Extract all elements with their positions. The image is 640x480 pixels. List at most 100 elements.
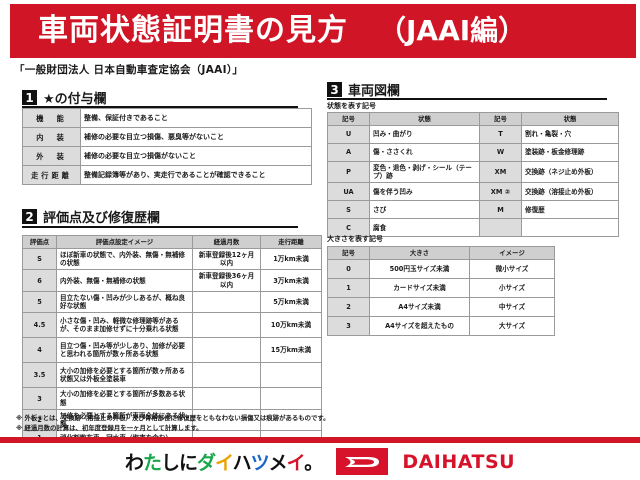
table-row: C 腐食: [327, 218, 619, 238]
state-cell: 交換跡（ネジ止め外板）: [521, 160, 619, 184]
tagline-char-6: ハ: [232, 452, 252, 474]
footnotes: ※ 外板②とは、交換跡（溶接止め外板）及び骨格部位に修復歴をともなわない損傷又は…: [16, 414, 330, 434]
column-header: 評価点設定イメージ: [56, 235, 193, 249]
table-row: 3 A4サイズを超えたもの 大サイズ: [327, 316, 555, 336]
distance-cell: [260, 408, 322, 432]
page-title: 車両状態証明書の見方: [38, 13, 348, 48]
state-cell: さび: [369, 200, 480, 220]
symbol-cell: XM: [479, 160, 522, 184]
column-header: 走行距離: [260, 235, 322, 249]
score-cell: 6: [22, 269, 57, 292]
distance-cell: [260, 387, 322, 410]
distance-cell: 3万km未満: [260, 269, 322, 292]
size-image-cell: 中サイズ: [469, 297, 555, 317]
table-row: 4.5 小さな傷・凹み、軽微な修理跡等があるが、そのまま加修せずに十分乗れる状態 1…: [22, 312, 322, 339]
criteria-key: 機 能: [22, 108, 81, 128]
section-2-title: 評価点及び修復歴欄: [43, 211, 161, 226]
size-image-cell: 微小サイズ: [469, 259, 555, 279]
table-row: 機 能整備、保証付きであること: [22, 108, 312, 128]
state-symbol-table: 記号 状態 記号 状態 U 凹み・曲がり T 割れ・亀裂・穴 A 傷・ささくれ W 塗装跡・板金修理…: [327, 112, 619, 238]
distance-cell: 5万km未満: [260, 290, 322, 314]
table-row: 外 装補修の必要な目立つ損傷がないこと: [22, 146, 312, 166]
score-description-cell: 内外装、無傷・無補修の状態: [56, 269, 193, 292]
score-description-cell: ほぼ新車の状態で、内外装、無傷・無補修の状態: [56, 247, 193, 271]
criteria-value: 補修の必要な目立つ損傷がないこと: [80, 146, 312, 166]
table-row: 2 加修を必要とする箇所が車両全体にある状態: [22, 408, 322, 432]
score-description-cell: 目立つ傷・凹み等が少しあり、加修が必要と思われる箇所が数ヶ所ある状態: [56, 337, 193, 364]
daihatsu-d-logo: [336, 448, 389, 475]
symbol-cell: T: [479, 125, 522, 144]
score-description-cell: 加修を必要とする箇所が車両全体にある状態: [56, 408, 193, 432]
size-symbol-table: 記号 大きさ イメージ 0 500円玉サイズ未満 微小サイズ 1 カードサイズ未満 小サイズ 2…: [327, 246, 555, 336]
score-cell: 5: [22, 290, 57, 314]
brand-tagline: わたしにダイハツメイ。: [124, 448, 323, 475]
size-image-cell: 大サイズ: [469, 316, 555, 336]
tagline-char-7: ツ: [250, 452, 270, 474]
column-header: 評価点: [22, 235, 57, 249]
table-row: S さび M 修復歴: [327, 200, 619, 220]
criteria-value: 補修の必要な目立つ損傷、悪臭等がないこと: [80, 127, 312, 147]
daihatsu-wordmark: DAIHATSU: [402, 450, 516, 473]
column-header: 状態: [369, 112, 480, 126]
section-3-title: 車両図欄: [348, 84, 401, 99]
state-cell: 塗装跡・板金修理跡: [521, 143, 619, 162]
footnote-2: ※ 経過月数の計算は、初年度登録月を一ヶ月として計算します。: [16, 423, 203, 432]
column-header: 記号: [479, 112, 522, 126]
column-header: 経過月数: [192, 235, 261, 249]
months-cell: [192, 337, 261, 364]
score-cell: 3.5: [22, 362, 57, 389]
table-row: 走行距離 整備記録簿等があり、実走行であることが確認できること: [22, 165, 312, 185]
table-header-row: 評価点 評価点設定イメージ 経過月数 走行距離: [22, 235, 322, 249]
symbol-cell: P: [327, 160, 370, 184]
score-description-cell: 目立たない傷・凹みが少しあるが、概ね良好な状態: [56, 290, 193, 314]
state-cell: 変色・退色・剥げ・シール（テープ）跡: [369, 160, 480, 184]
distance-cell: 10万km未満: [260, 312, 322, 339]
symbol-cell: XM ②: [479, 182, 522, 202]
distance-cell: 1万km未満: [260, 247, 322, 271]
symbol-cell: S: [327, 200, 370, 220]
score-cell: 4.5: [22, 312, 57, 339]
state-cell: 割れ・亀裂・穴: [521, 125, 619, 144]
association-label: 「一般財団法人 日本自動車査定協会（JAAI）」: [14, 64, 244, 76]
page-subtitle: （JAAI編）: [378, 14, 527, 47]
table-row: P 変色・退色・剥げ・シール（テープ）跡 XM 交換跡（ネジ止め外板）: [327, 160, 619, 184]
table-row: 内 装補修の必要な目立つ損傷、悪臭等がないこと: [22, 127, 312, 147]
footer: わたしにダイハツメイ。 DAIHATSU: [0, 443, 640, 480]
months-cell: [192, 312, 261, 339]
table-row: 3.5 大小の加修を必要とする箇所が数ヶ所ある状態又は外板全塗装車: [22, 362, 322, 389]
score-description-cell: 小さな傷・凹み、軽微な修理跡等があるが、そのまま加修せずに十分乗れる状態: [56, 312, 193, 339]
months-cell: 新車登録後12ヶ月以内: [192, 247, 261, 271]
tagline-char-8: メ: [268, 452, 288, 474]
score-cell: 3: [22, 387, 57, 410]
tagline-char-10: 。: [304, 452, 323, 474]
section-3-rule: [327, 98, 607, 100]
symbol-cell: W: [479, 143, 522, 162]
tagline-char-0: わ: [124, 452, 144, 474]
criteria-value: 整備記録簿等があり、実走行であることが確認できること: [80, 165, 312, 185]
symbol-cell: UA: [327, 182, 370, 202]
table-row: S ほぼ新車の状態で、内外装、無傷・無補修の状態 新車登録後12ヶ月以内 1万km未満: [22, 247, 322, 271]
section-2-header: 2 評価点及び修復歴欄: [22, 207, 298, 226]
score-cell: S: [22, 247, 57, 271]
symbol-cell: 1: [327, 278, 370, 298]
state-cell: 凹み・曲がり: [369, 125, 480, 144]
symbol-cell: [479, 218, 522, 238]
months-cell: [192, 290, 261, 314]
symbol-cell: 2: [327, 297, 370, 317]
column-header: 状態: [521, 112, 619, 126]
months-cell: 新車登録後36ヶ月以内: [192, 269, 261, 292]
criteria-key: 内 装: [22, 127, 81, 147]
table-row: 3 大小の加修を必要とする箇所が多数ある状態: [22, 387, 322, 410]
symbol-cell: M: [479, 200, 522, 220]
symbol-cell: 3: [327, 316, 370, 336]
section-1-badge: 1: [22, 90, 37, 105]
size-cell: 500円玉サイズ未満: [369, 259, 470, 279]
criteria-key: 外 装: [22, 146, 81, 166]
symbol-cell: U: [327, 125, 370, 144]
star-criteria-table: 機 能整備、保証付きであること内 装補修の必要な目立つ損傷、悪臭等がないこと外 …: [22, 108, 312, 185]
table-row: U 凹み・曲がり T 割れ・亀裂・穴: [327, 125, 619, 144]
red-separator-bar: [0, 437, 640, 443]
score-description-cell: 大小の加修を必要とする箇所が多数ある状態: [56, 387, 193, 410]
section-3-badge: 3: [327, 82, 342, 97]
